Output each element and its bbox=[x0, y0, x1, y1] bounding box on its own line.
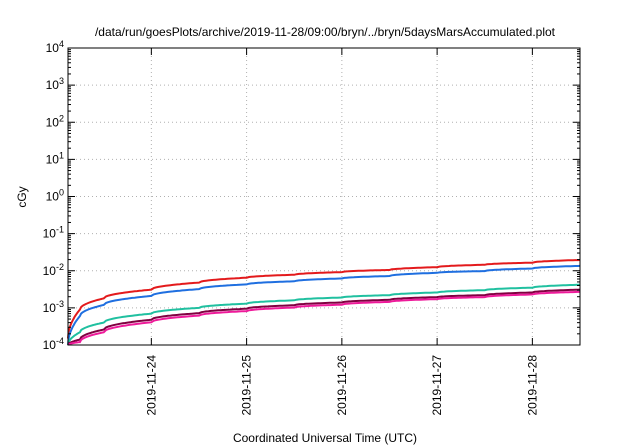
y-tick-exponent: 0 bbox=[59, 188, 64, 198]
y-tick-exponent: -4 bbox=[56, 336, 64, 346]
y-tick-base: 10 bbox=[46, 115, 60, 129]
y-tick-label: 104 bbox=[46, 39, 64, 55]
series-line-3 bbox=[67, 283, 581, 346]
x-axis-label: Coordinated Universal Time (UTC) bbox=[233, 431, 417, 445]
y-tick-exponent: 4 bbox=[59, 39, 64, 49]
x-tick-label: 2019-11-27 bbox=[430, 355, 444, 416]
y-tick-label: 10-3 bbox=[43, 299, 64, 315]
y-tick-base: 10 bbox=[46, 41, 60, 55]
y-tick-label: 10-4 bbox=[43, 336, 64, 352]
y-tick-exponent: 2 bbox=[59, 113, 64, 123]
y-tick-label: 102 bbox=[46, 113, 64, 129]
series-line-4 bbox=[67, 288, 581, 346]
y-axis-label: cGy bbox=[15, 186, 29, 207]
y-tick-label: 10-2 bbox=[43, 262, 64, 278]
y-tick-label: 100 bbox=[46, 188, 64, 204]
x-tick-label: 2019-11-28 bbox=[525, 355, 539, 416]
y-tick-exponent: 1 bbox=[59, 150, 64, 160]
y-tick-base: 10 bbox=[46, 78, 60, 92]
y-tick-base: 10 bbox=[46, 190, 60, 204]
y-tick-label: 101 bbox=[46, 150, 64, 166]
series-line-2 bbox=[67, 264, 581, 346]
y-tick-exponent: 3 bbox=[59, 76, 64, 86]
chart-title: /data/run/goesPlots/archive/2019-11-28/0… bbox=[95, 25, 556, 39]
series-line-1 bbox=[67, 259, 581, 339]
x-tick-label: 2019-11-26 bbox=[335, 355, 349, 416]
y-tick-base: 10 bbox=[43, 264, 57, 278]
y-tick-exponent: -3 bbox=[56, 299, 64, 309]
x-tick-label: 2019-11-24 bbox=[144, 355, 158, 416]
y-tick-base: 10 bbox=[46, 152, 60, 166]
y-tick-label: 10-1 bbox=[43, 225, 64, 241]
y-tick-base: 10 bbox=[43, 301, 57, 315]
y-tick-label: 103 bbox=[46, 76, 64, 92]
series-line-5 bbox=[67, 290, 580, 346]
series-lines bbox=[67, 259, 581, 346]
y-tick-base: 10 bbox=[43, 227, 57, 241]
y-tick-exponent: -2 bbox=[56, 262, 64, 272]
grid bbox=[68, 48, 580, 345]
x-tick-label: 2019-11-25 bbox=[240, 355, 254, 416]
y-tick-base: 10 bbox=[43, 338, 57, 352]
x-axis: 2019-11-24 2019-11-25 2019-11-26 2019-11-27… bbox=[144, 48, 539, 416]
y-tick-exponent: -1 bbox=[56, 225, 64, 235]
